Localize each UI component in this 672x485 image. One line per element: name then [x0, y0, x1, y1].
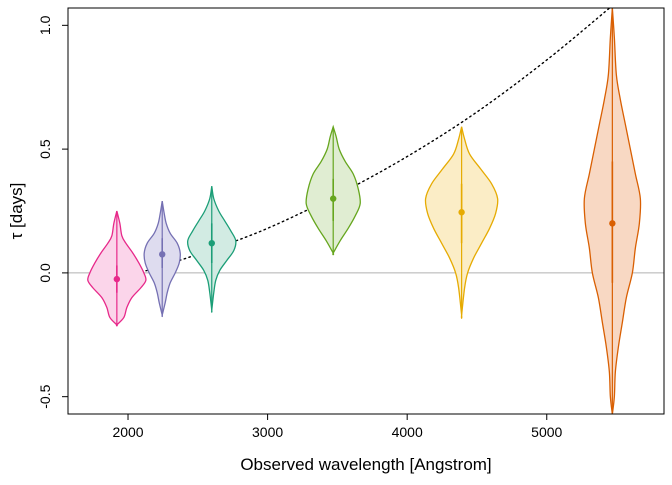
violin-6	[583, 8, 642, 414]
violin-median-point	[159, 251, 166, 258]
x-tick-label: 4000	[392, 424, 423, 440]
violin-median-point	[113, 275, 121, 283]
y-tick-label: 0.0	[37, 263, 53, 283]
violin-2	[143, 200, 181, 318]
violin-median-point	[458, 209, 465, 216]
x-tick-label: 2000	[112, 424, 143, 440]
y-tick-label: 1.0	[37, 15, 53, 35]
x-tick-label: 3000	[252, 424, 283, 440]
x-tick-label: 5000	[531, 424, 562, 440]
x-axis-label: Observed wavelength [Angstrom]	[240, 455, 491, 474]
y-tick-label: -0.5	[37, 384, 53, 408]
violin-median-point	[329, 195, 337, 202]
plot-area	[68, 8, 664, 414]
violin-3	[186, 186, 237, 313]
violin-5	[424, 126, 499, 320]
violin-1	[87, 210, 147, 327]
x-axis: 2000 3000 4000 5000	[112, 414, 563, 440]
plot-frame	[67, 7, 665, 415]
violin-median-point	[208, 239, 215, 247]
y-axis-label: τ [days]	[7, 183, 26, 240]
violin-4	[305, 124, 361, 256]
y-tick-label: 0.5	[37, 139, 53, 159]
violin-median-point	[609, 220, 616, 227]
y-axis: -0.5 0.0 0.5 1.0	[37, 15, 68, 409]
